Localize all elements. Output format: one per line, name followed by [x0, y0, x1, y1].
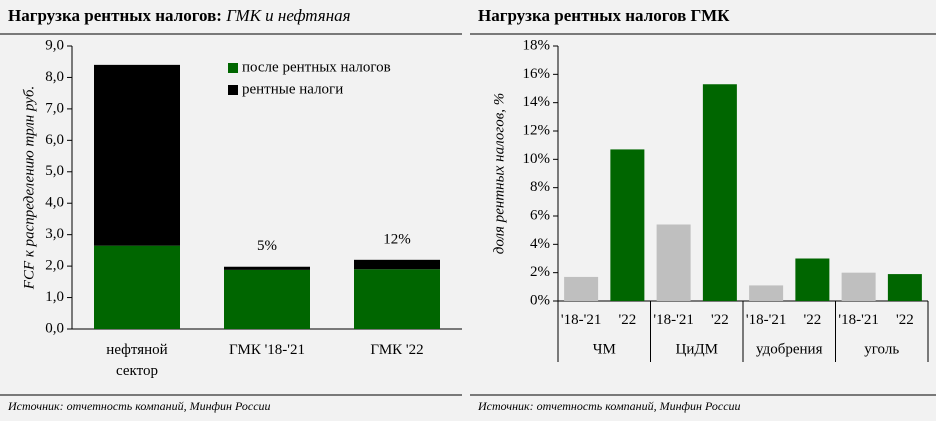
legend-label: после рентных налогов: [242, 59, 391, 75]
y-tick-label: 4%: [530, 236, 550, 252]
annotation: 12%: [383, 231, 411, 247]
title-italic: ГМК и нефтяная: [225, 6, 350, 25]
source: Источник: отчетность компаний, Минфин Ро…: [7, 399, 271, 413]
y-tick-label: 4,0: [45, 195, 64, 211]
group-label: удобрения: [756, 341, 823, 357]
bar: [656, 224, 691, 301]
bar-segment: [224, 266, 310, 270]
y-tick-label: 2,0: [45, 258, 64, 274]
x-tick-label: '18-'21: [653, 312, 693, 328]
y-tick-label: 6%: [530, 207, 550, 223]
y-tick-label: 14%: [523, 94, 551, 110]
y-tick-label: 8,0: [45, 69, 64, 85]
bar-segment: [224, 269, 310, 329]
y-tick-label: 12%: [523, 122, 551, 138]
bar: [749, 285, 784, 301]
x-tick-label: '22: [896, 312, 914, 328]
x-tick-label: ГМК '22: [370, 342, 423, 358]
legend-swatch: [228, 63, 238, 73]
x-tick-label: '22: [619, 312, 637, 328]
x-tick-label: '22: [804, 312, 822, 328]
x-tick-label: '18-'21: [561, 312, 601, 328]
bar-segment: [94, 245, 180, 329]
legend-swatch: [228, 85, 238, 95]
bar-segment: [354, 259, 440, 270]
y-tick-label: 0%: [530, 292, 550, 308]
y-tick-label: 5,0: [45, 163, 64, 179]
group-label: ЦиДМ: [676, 341, 718, 357]
y-tick-label: 10%: [523, 151, 551, 167]
y-tick-label: 3,0: [45, 226, 64, 242]
bar: [841, 272, 876, 301]
bar: [795, 258, 830, 301]
title-text: Нагрузка рентных налогов ГМК: [478, 6, 730, 25]
y-axis-label: FCF к распределению трлн руб.: [21, 86, 37, 290]
y-axis-label: доля рентных налогов, %: [491, 93, 507, 254]
bar-segment: [94, 64, 180, 246]
y-tick-label: 9,0: [45, 37, 64, 53]
x-tick-label: '22: [711, 312, 729, 328]
y-tick-label: 0,0: [45, 320, 64, 336]
source: Источник: отчетность компаний, Минфин Ро…: [477, 399, 741, 413]
y-tick-label: 7,0: [45, 100, 64, 116]
bar: [610, 149, 645, 301]
x-tick-label: '18-'21: [838, 312, 878, 328]
y-tick-label: 2%: [530, 264, 550, 280]
bar: [702, 84, 737, 301]
legend-label: рентные налоги: [242, 81, 343, 97]
y-tick-label: 16%: [523, 66, 551, 82]
bar: [564, 276, 599, 301]
y-tick-label: 1,0: [45, 289, 64, 305]
chart-title: Нагрузка рентных налогов: ГМК и нефтяная: [8, 6, 351, 25]
y-tick-label: 18%: [523, 37, 551, 53]
group-label: уголь: [864, 341, 899, 357]
x-tick-label: нефтяной сектор: [106, 342, 167, 379]
bar-segment: [354, 269, 440, 329]
y-tick-label: 8%: [530, 179, 550, 195]
title-text: Нагрузка рентных налогов:: [8, 6, 226, 25]
y-tick-label: 6,0: [45, 132, 64, 148]
x-tick-label: '18-'21: [746, 312, 786, 328]
chart-title: Нагрузка рентных налогов ГМК: [478, 6, 730, 25]
annotation: 5%: [257, 238, 277, 254]
bar: [887, 274, 922, 301]
x-tick-label: ГМК '18-'21: [229, 342, 305, 358]
group-label: ЧМ: [593, 341, 616, 357]
